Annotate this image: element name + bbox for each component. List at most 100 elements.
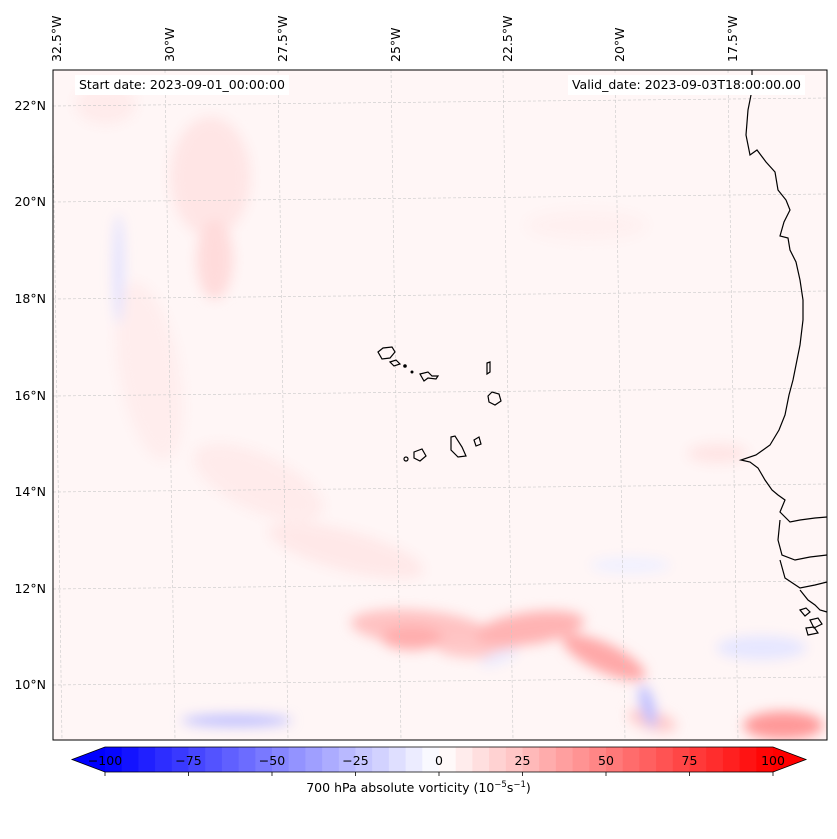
island-santa-luzia	[403, 364, 407, 368]
colorbar-level	[105, 747, 123, 772]
longitude-tick-label: 27.5°W	[275, 15, 290, 62]
longitude-tick-label: 30°W	[162, 27, 177, 62]
colorbar-level	[288, 747, 306, 772]
vorticity-field	[53, 70, 827, 740]
meridian-gridline	[502, 70, 514, 740]
colorbar-level	[689, 747, 707, 772]
colorbar	[70, 746, 808, 776]
island-sao-vicente	[388, 359, 402, 367]
colorbar-level	[706, 747, 724, 772]
colorbar-level	[472, 747, 490, 772]
latitude-tick-label: 10°N	[14, 677, 46, 692]
latitude-tick-label: 20°N	[14, 194, 46, 209]
colorbar-level	[188, 747, 206, 772]
colorbar-level	[155, 747, 173, 772]
colorbar-level	[338, 747, 356, 772]
positive-vorticity-region	[562, 634, 646, 681]
colorbar-level	[422, 747, 440, 772]
latitude-tick-label: 12°N	[14, 581, 46, 596]
negative-vorticity-region	[181, 714, 292, 727]
positive-vorticity-region	[115, 282, 183, 460]
parallel-gridline	[53, 580, 827, 590]
negative-vorticity-region	[590, 557, 671, 574]
negative-vorticity-region	[480, 648, 518, 667]
colorbar-tick-label: 0	[435, 753, 443, 768]
island-maio	[473, 436, 482, 447]
colorbar-level	[722, 747, 741, 772]
colorbar-level	[539, 747, 557, 772]
valid-date-label: Valid_date: 2023-09-03T18:00:00.00	[567, 75, 805, 95]
negative-vorticity-region	[113, 214, 124, 325]
longitude-tick-label: 20°W	[612, 27, 627, 62]
parallel-gridline	[53, 483, 827, 493]
latitude-tick-label: 18°N	[14, 291, 46, 306]
parallel-gridline	[53, 387, 827, 397]
colorbar-level	[388, 747, 407, 772]
colorbar-extend-max	[773, 747, 806, 772]
coastline-africa	[738, 70, 828, 613]
colorbar-level	[455, 747, 473, 772]
positive-vorticity-region	[526, 210, 647, 241]
colorbar-level	[405, 747, 423, 772]
colorbar-level	[522, 747, 540, 772]
colorbar-level	[372, 747, 390, 772]
colorbar-level	[639, 747, 657, 772]
island-bijagos-1	[798, 607, 811, 617]
colorbar-level	[672, 747, 690, 772]
latitude-tick-label: 16°N	[14, 388, 46, 403]
meridian-gridline	[277, 70, 289, 740]
colorbar-level	[606, 747, 624, 772]
meridian-gridline	[53, 116, 63, 740]
longitude-tick-label: 25°W	[388, 27, 403, 62]
colorbar-level	[756, 747, 774, 772]
plot-frame	[52, 69, 828, 741]
colorbar-extend-min	[72, 747, 105, 772]
colorbar-level	[489, 747, 507, 772]
colorbar-level	[589, 747, 607, 772]
colorbar-level	[439, 747, 457, 772]
colorbar-title-exp1: −5	[494, 780, 507, 790]
colorbar-tick-label: 100	[761, 753, 785, 768]
colorbar-tick-label: −25	[342, 753, 369, 768]
positive-vorticity-region	[687, 443, 748, 464]
colorbar-level	[622, 747, 640, 772]
colorbar-level	[505, 747, 523, 772]
parallel-gridline	[53, 290, 827, 300]
colorbar-level	[121, 747, 139, 772]
colorbar-title-exp2: −1	[513, 780, 526, 790]
latitude-tick-label: 22°N	[14, 98, 46, 113]
positive-vorticity-region	[381, 626, 442, 651]
colorbar-level	[555, 747, 574, 772]
colorbar-level	[221, 747, 240, 772]
island-santiago	[450, 435, 467, 458]
island-bijagos-2	[809, 617, 823, 629]
colorbar-tick-label: 50	[598, 753, 614, 768]
longitude-tick-label: 32.5°W	[49, 15, 64, 62]
colorbar-level	[238, 747, 256, 772]
longitude-tick-label: 22.5°W	[500, 15, 515, 62]
positive-vorticity-region	[743, 711, 824, 740]
colorbar-level	[656, 747, 674, 772]
island-brava	[403, 456, 409, 462]
parallel-gridline	[53, 97, 827, 107]
coastlines	[377, 70, 828, 636]
longitude-tick-label: 17.5°W	[725, 15, 740, 62]
negative-vorticity-region	[716, 635, 807, 660]
parallel-gridline	[53, 193, 827, 203]
negative-vorticity-region	[638, 684, 657, 728]
positive-vorticity-region	[170, 116, 251, 237]
colorbar-title-prefix: 700 hPa absolute vorticity (10	[306, 780, 495, 795]
meridian-gridline	[727, 70, 739, 740]
colorbar-level	[272, 747, 290, 772]
latitude-tick-label: 14°N	[14, 484, 46, 499]
colorbar-tick-label: 75	[681, 753, 698, 768]
colorbar-level	[171, 747, 189, 772]
colorbar-title: 700 hPa absolute vorticity (10−5s−1)	[0, 780, 837, 795]
colorbar-tick-label: −50	[258, 753, 286, 768]
parallel-gridline	[53, 676, 827, 686]
colorbar-level	[205, 747, 223, 772]
island-sao-nicolau	[419, 371, 440, 382]
colorbar-tick-label: 25	[514, 753, 531, 768]
meridian-gridline	[164, 70, 176, 740]
